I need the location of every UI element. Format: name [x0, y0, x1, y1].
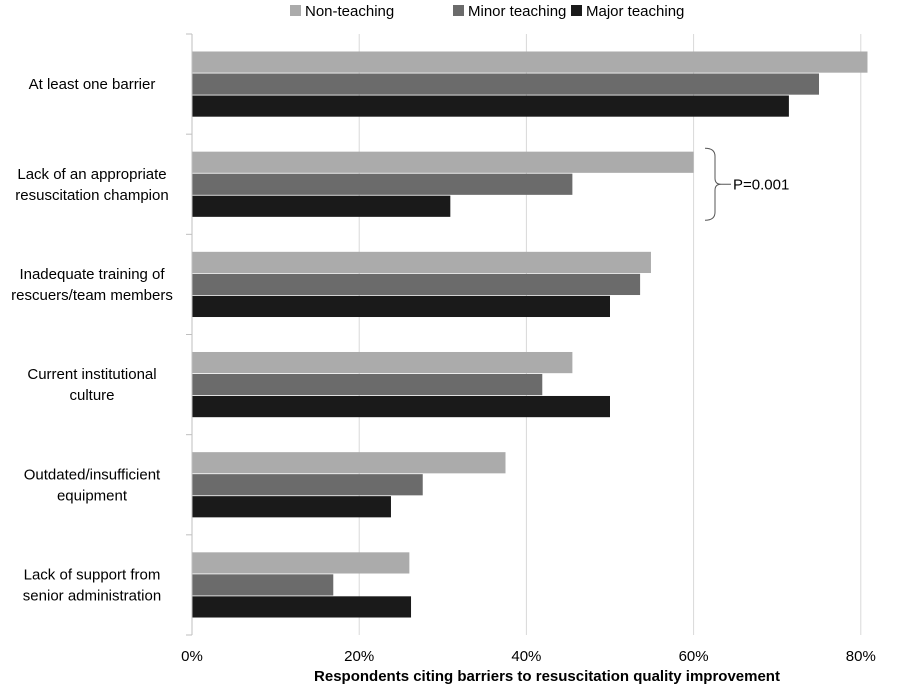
legend-swatch	[290, 5, 301, 16]
significance-bracket	[704, 147, 722, 221]
bar	[192, 151, 694, 173]
x-tick-label: 80%	[846, 648, 876, 665]
p-value-label: P=0.001	[733, 176, 789, 193]
category-labels: At least one barrier Lack of an appropria…	[11, 76, 173, 604]
category-label: Current institutional culture	[27, 366, 156, 404]
x-tick-label: 40%	[511, 648, 541, 665]
bar	[192, 552, 410, 574]
x-tick-label: 20%	[344, 648, 374, 665]
legend-label: Minor teaching	[468, 3, 566, 20]
legend-label: Non-teaching	[305, 3, 394, 20]
bar	[192, 195, 451, 217]
bar	[192, 295, 610, 318]
bar	[192, 596, 412, 618]
y-axis	[186, 33, 193, 636]
legend-label: Major teaching	[586, 3, 684, 20]
category-label: Outdated/insufficient equipment	[24, 466, 161, 504]
bar	[192, 173, 573, 195]
legend-swatch	[453, 5, 464, 16]
bar	[192, 251, 651, 274]
x-tick-label: 0%	[181, 648, 203, 665]
x-tick-labels: 0% 20% 40% 60% 80%	[181, 648, 876, 665]
bar	[192, 395, 610, 418]
bar	[192, 273, 641, 296]
bar	[192, 496, 391, 518]
bar	[192, 351, 573, 374]
category-label: Lack of an appropriate resuscitation cham…	[15, 166, 168, 204]
bar	[192, 452, 506, 474]
bar	[192, 95, 789, 117]
legend: Non-teaching Minor teaching Major teaching	[290, 3, 684, 20]
annotations: P=0.001	[704, 147, 789, 221]
x-tick-label: 60%	[679, 648, 709, 665]
legend-swatch	[571, 5, 582, 16]
x-axis-title: Respondents citing barriers to resuscita…	[314, 668, 780, 685]
bar	[192, 474, 423, 496]
bar	[192, 574, 334, 596]
gridlines	[358, 34, 862, 635]
bar	[192, 51, 868, 73]
bar	[192, 373, 543, 396]
bar	[192, 73, 819, 95]
bars	[192, 51, 868, 618]
category-label: Lack of support from senior administratio…	[23, 566, 161, 604]
category-label: Inadequate training of rescuers/team memb…	[11, 266, 173, 304]
category-label: At least one barrier	[29, 76, 156, 93]
